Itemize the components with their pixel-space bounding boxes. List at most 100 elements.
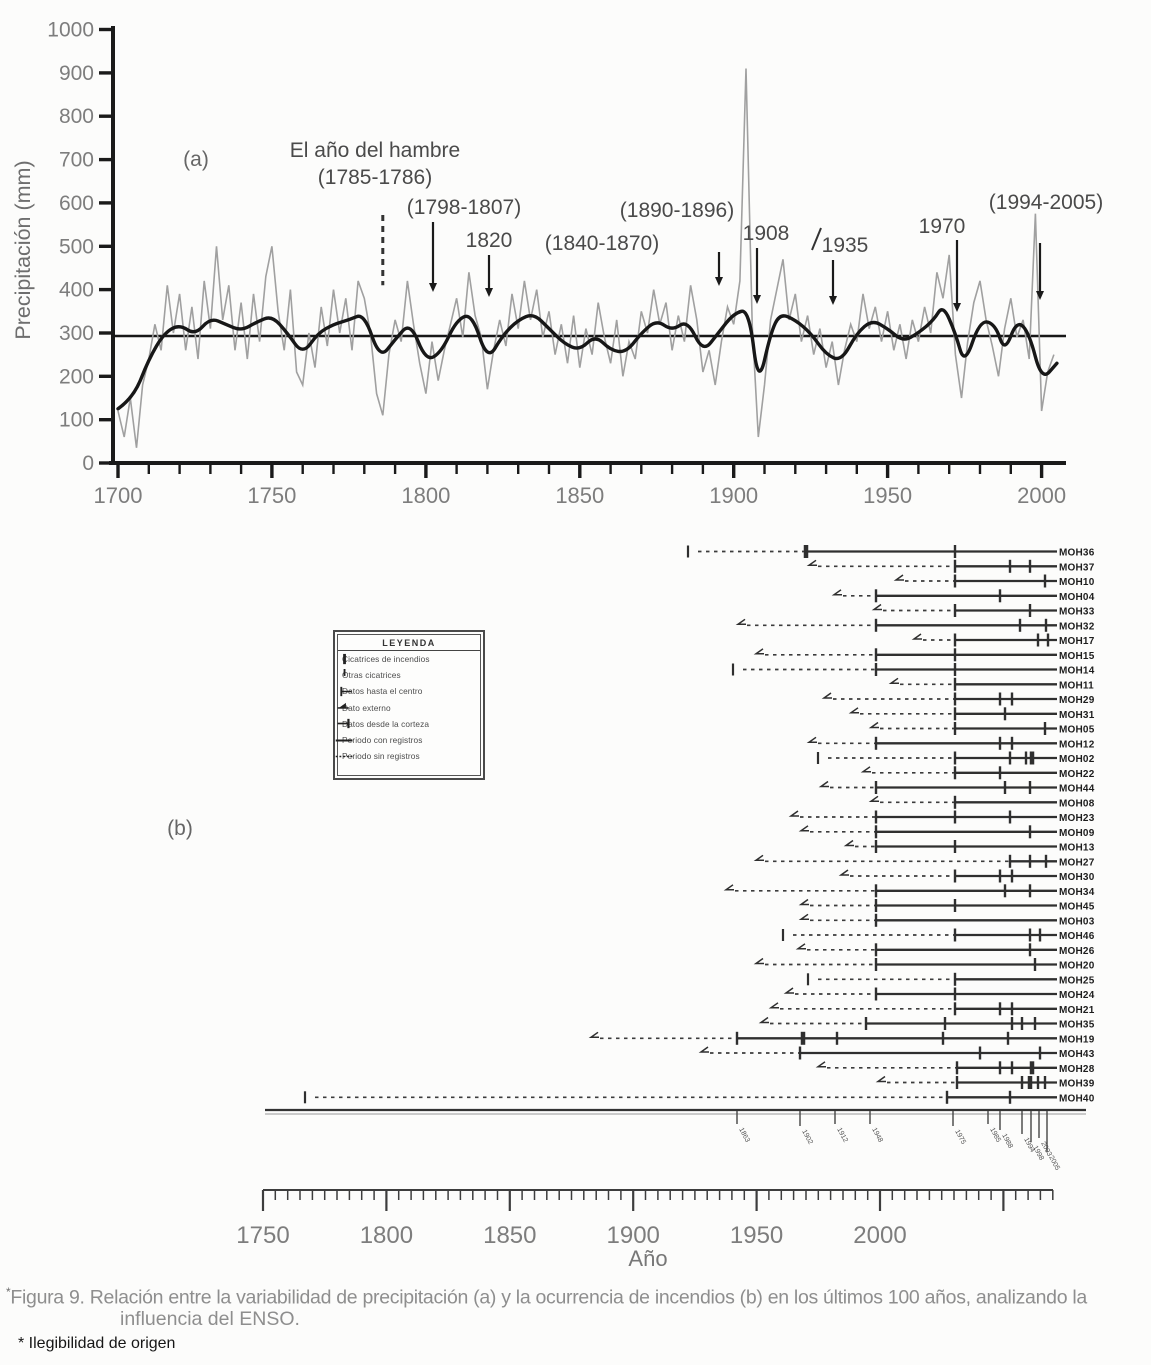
row-label: MOH31 bbox=[1059, 710, 1095, 721]
row-label: MOH05 bbox=[1059, 725, 1095, 736]
composite-year-label-illegible: 2005 bbox=[1047, 1155, 1061, 1172]
row-label: MOH43 bbox=[1059, 1049, 1095, 1060]
row-label: MOH40 bbox=[1059, 1093, 1095, 1104]
x-tick-label: 2000 bbox=[1017, 483, 1066, 508]
y-tick-label: 300 bbox=[59, 322, 94, 345]
annotation-label: 1908 bbox=[743, 222, 790, 245]
legend-box: LEYENDA Cicatrices de incendios Otras cic… bbox=[333, 630, 485, 780]
row-start-angle-icon bbox=[735, 618, 746, 626]
row-start-angle-icon bbox=[806, 736, 817, 744]
row-start-angle-icon bbox=[815, 1061, 826, 1068]
precipitation-chart: Precipitación (mm) (a) 0 100 200 300 400 500 6… bbox=[11, 19, 1103, 509]
panel-a-label: (a) bbox=[183, 148, 209, 171]
row-start-angle-icon bbox=[768, 1002, 779, 1009]
y-tick-label: 700 bbox=[59, 149, 94, 172]
recording-period-icon bbox=[335, 739, 353, 742]
row-label: MOH13 bbox=[1059, 843, 1095, 854]
legend-item-label: Periodo sin registros bbox=[342, 751, 420, 762]
ruler-tick-label: 2000 bbox=[853, 1222, 906, 1249]
row-label: MOH25 bbox=[1059, 975, 1095, 986]
panel-b-label: (b) bbox=[167, 817, 193, 840]
row-label: MOH35 bbox=[1059, 1020, 1095, 1031]
caption-text-line2: influencia del ENSO. bbox=[120, 1308, 300, 1330]
annotation-label: (1994-2005) bbox=[989, 191, 1103, 214]
row-start-angle-icon bbox=[698, 1046, 709, 1053]
y-tick-label: 900 bbox=[59, 62, 94, 85]
row-start-angle-icon bbox=[798, 898, 809, 906]
legend-item: Periodo sin registros bbox=[335, 748, 480, 764]
row-start-angle-icon bbox=[753, 854, 764, 862]
annual-series-line bbox=[117, 68, 1055, 448]
row-label: MOH19 bbox=[1059, 1034, 1095, 1045]
composite-year-label-illegible: 1902 bbox=[800, 1129, 814, 1146]
composite-year-label-illegible: 1863 bbox=[737, 1127, 751, 1144]
other-scar-icon bbox=[343, 668, 346, 676]
annotation-label: 1935 bbox=[822, 234, 869, 257]
row-label: MOH21 bbox=[1059, 1005, 1095, 1016]
figure-caption: *Figura 9. Relación entre la variabilida… bbox=[6, 1286, 1151, 1308]
slash-mark bbox=[811, 227, 822, 251]
row-label: MOH29 bbox=[1059, 695, 1095, 706]
smoothed-series-line bbox=[116, 308, 1059, 411]
non-recording-period-icon bbox=[335, 755, 353, 757]
row-start-angle-icon bbox=[860, 766, 871, 773]
row-start-angle-icon bbox=[753, 648, 764, 655]
legend-item-label: Datos hasta el centro bbox=[342, 686, 423, 697]
annotation-label: (1890-1896) bbox=[620, 199, 734, 222]
legend-item-label: Otras cicatrices bbox=[342, 670, 401, 681]
annotation-label: (1798-1807) bbox=[407, 196, 521, 219]
annotation-label: (1840-1870) bbox=[545, 232, 659, 255]
row-label: MOH37 bbox=[1059, 562, 1095, 573]
legend-item: Dato externo bbox=[337, 700, 480, 716]
y-tick-label: 500 bbox=[59, 235, 94, 258]
ruler-tick-label: 1900 bbox=[607, 1222, 660, 1249]
row-start-angle-icon bbox=[818, 780, 829, 788]
legend-inner-frame: LEYENDA Cicatrices de incendios Otras cic… bbox=[335, 634, 481, 776]
y-tick-label: 1000 bbox=[47, 19, 94, 42]
annotation-arrow-head bbox=[953, 303, 961, 312]
row-start-angle-icon bbox=[868, 795, 879, 803]
row-start-angle-icon bbox=[911, 633, 922, 640]
row-start-angle-icon bbox=[788, 810, 799, 817]
row-start-angle-icon bbox=[723, 884, 734, 891]
row-label: MOH46 bbox=[1059, 931, 1095, 942]
annotation-label: (1785-1786) bbox=[318, 166, 432, 189]
x-tick-label: 1750 bbox=[247, 483, 296, 508]
row-start-angle-icon bbox=[843, 839, 854, 847]
annotation-label: 1820 bbox=[466, 229, 513, 252]
x-tick-label: 1850 bbox=[555, 483, 604, 508]
row-start-angle-icon bbox=[758, 1016, 769, 1024]
row-label: MOH14 bbox=[1059, 666, 1095, 677]
annotation-arrow-head bbox=[715, 277, 723, 286]
y-axis-title: Precipitación (mm) bbox=[11, 160, 35, 339]
ruler-tick-label: 1850 bbox=[483, 1222, 536, 1249]
row-label: MOH33 bbox=[1059, 607, 1095, 618]
legend-item-label: Datos desde la corteza bbox=[342, 718, 430, 729]
row-start-angle-icon bbox=[821, 692, 832, 699]
row-start-angle-icon bbox=[798, 913, 809, 921]
y-tick-label: 800 bbox=[59, 105, 94, 128]
annotation-arrow-head bbox=[429, 283, 437, 292]
row-label: MOH23 bbox=[1059, 813, 1095, 824]
legend-item: Periodo con registros bbox=[335, 732, 480, 748]
row-label: MOH04 bbox=[1059, 592, 1095, 603]
row-label: MOH08 bbox=[1059, 798, 1095, 809]
bark-icon bbox=[337, 719, 350, 729]
x-tick-label: 1800 bbox=[401, 483, 450, 508]
row-label: MOH30 bbox=[1059, 872, 1095, 883]
x-tick-label: 1700 bbox=[94, 483, 143, 508]
row-start-angle-icon bbox=[753, 957, 764, 965]
row-label: MOH26 bbox=[1059, 946, 1095, 957]
row-start-angle-icon bbox=[798, 825, 809, 832]
row-start-angle-icon bbox=[875, 1075, 886, 1083]
annotation-arrow-head bbox=[829, 296, 837, 305]
x-axis-title: Año bbox=[628, 1246, 667, 1271]
y-tick-label: 400 bbox=[59, 279, 94, 302]
row-label: MOH20 bbox=[1059, 961, 1095, 972]
annotation-arrow-head bbox=[753, 295, 761, 304]
x-tick-label: 1900 bbox=[709, 483, 758, 508]
footnote: * Ilegibilidad de origen bbox=[18, 1335, 176, 1352]
row-start-angle-icon bbox=[806, 559, 817, 567]
composite-year-label-illegible: 1948 bbox=[870, 1127, 884, 1144]
row-start-angle-icon bbox=[795, 943, 806, 950]
